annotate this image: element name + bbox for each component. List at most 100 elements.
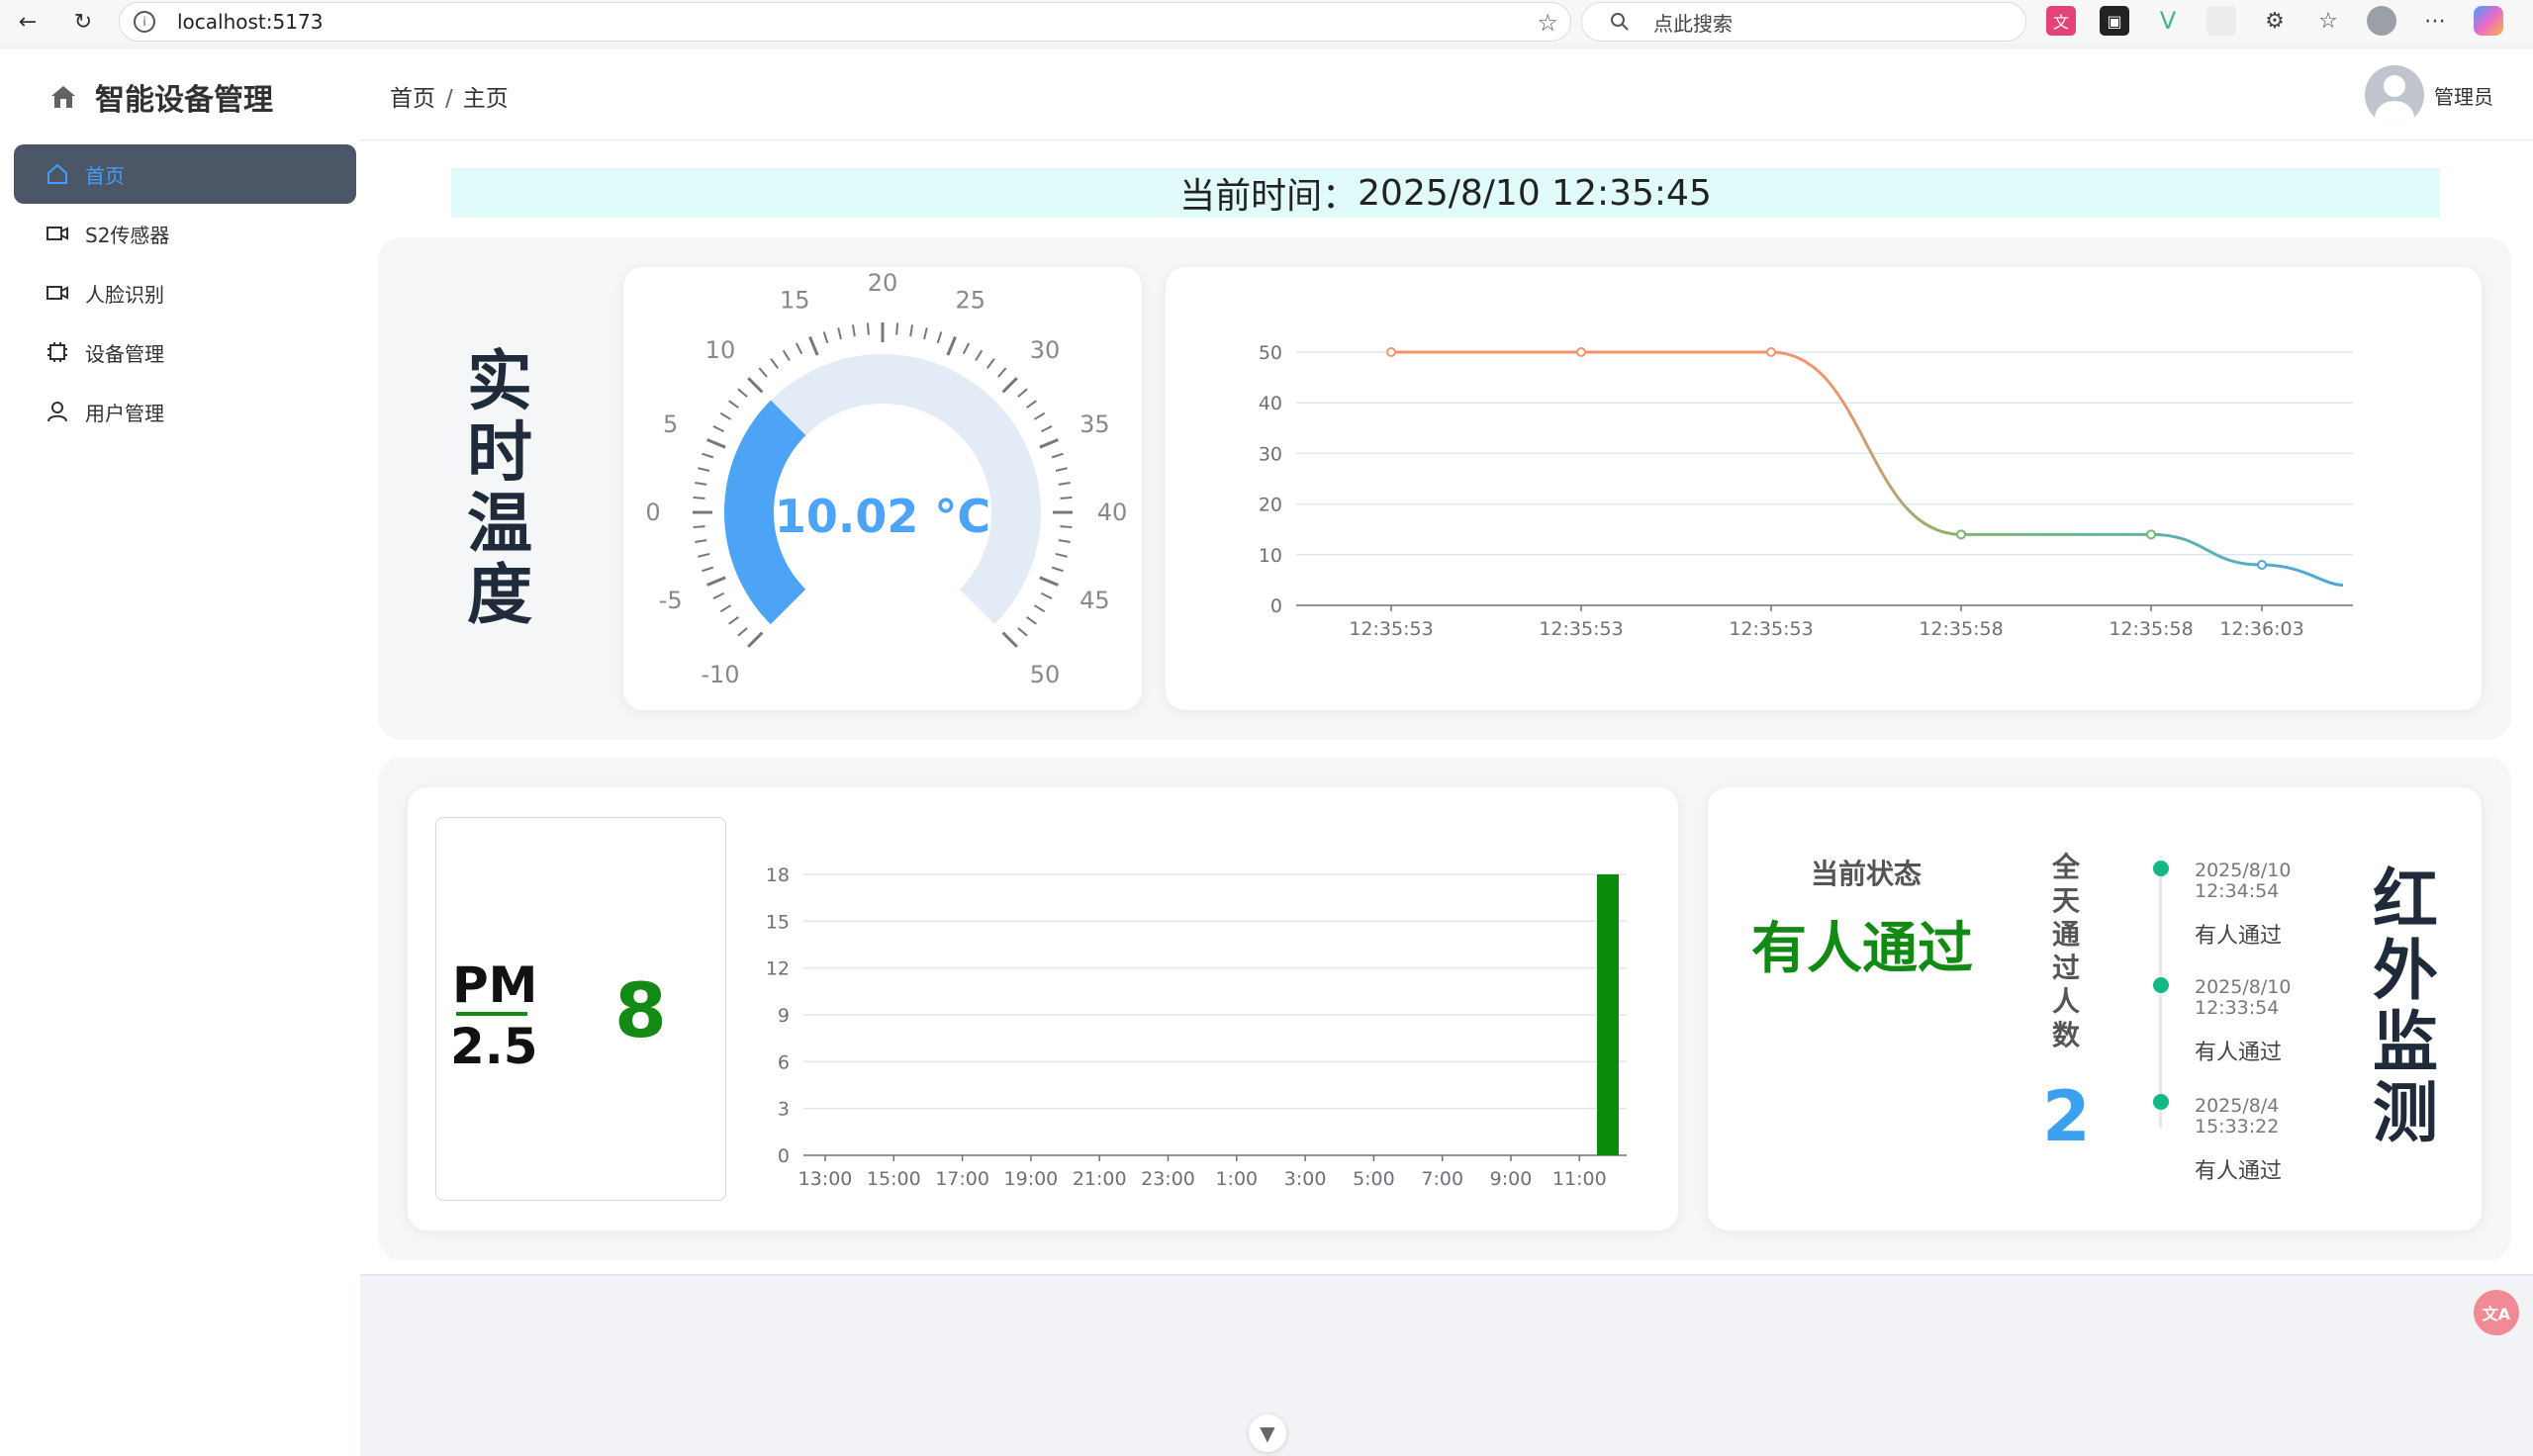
daily-count-value: 2	[2042, 1076, 2091, 1157]
scroll-down-icon[interactable]: ▼	[1249, 1414, 1286, 1452]
x-tick-label: 12:35:58	[2109, 618, 2193, 640]
bookmark-star-icon[interactable]: ☆	[1537, 9, 1558, 37]
gauge-tick	[719, 604, 732, 613]
x-tick-label: 15:00	[867, 1168, 921, 1190]
gauge-tick	[758, 367, 768, 378]
pm25-bar-chart: 0 3 6 9 12 15 18 13:00 15:00 17:00 19:00 21:00 23:00…	[766, 864, 1627, 1190]
pm25-label-bottom: 2.5	[450, 1018, 538, 1075]
breadcrumb-item-home[interactable]: 首页	[390, 86, 435, 112]
extension-icon[interactable]: ▣	[2100, 6, 2129, 36]
gauge-tick	[1033, 411, 1046, 420]
timeline-dot	[2153, 1094, 2169, 1110]
sidebar-item-user-management[interactable]: 用户管理	[0, 382, 360, 441]
gauge-tick	[719, 411, 732, 420]
url-text: localhost:5173	[177, 10, 324, 34]
current-status-label: 当前状态	[1811, 858, 1923, 890]
breadcrumb-item-current: 主页	[462, 86, 509, 112]
gauge-tick-label: 50	[1030, 661, 1061, 688]
reload-icon[interactable]: ↻	[73, 9, 93, 35]
gauge-tick-label: 35	[1079, 410, 1110, 438]
y-tick-label: 20	[1259, 495, 1282, 516]
extensions-puzzle-icon[interactable]: ⚙	[2265, 8, 2285, 34]
temperature-data-point	[1766, 347, 1776, 357]
gauge-tick-label: -5	[659, 587, 683, 614]
sidebar-item-device-management[interactable]: 设备管理	[0, 322, 360, 382]
y-tick-label: 30	[1259, 443, 1282, 465]
daily-count-label: 全天通过人数	[2051, 851, 2080, 1051]
back-icon[interactable]: ←	[18, 9, 38, 35]
y-tick-label: 3	[778, 1099, 790, 1121]
gauge-tick	[693, 496, 705, 500]
site-info-icon[interactable]: i	[134, 11, 155, 33]
timeline-text: 有人通过	[2195, 924, 2283, 949]
sidebar-item-face-recognition[interactable]: 人脸识别	[0, 263, 360, 322]
x-tick-label: 12:35:53	[1539, 618, 1623, 640]
gauge-tick	[1051, 452, 1064, 459]
gauge-tick	[1055, 467, 1068, 472]
gauge-tick	[1026, 400, 1037, 410]
avatar[interactable]	[2365, 65, 2424, 125]
gauge-tick	[747, 377, 764, 394]
gauge-tick	[1001, 377, 1018, 394]
gauge-tick	[782, 349, 791, 362]
y-tick-label: 6	[778, 1051, 790, 1073]
x-tick-label: 9:00	[1490, 1168, 1533, 1190]
sidebar-item-label: 用户管理	[85, 401, 164, 425]
user-menu[interactable]: 管理员	[2365, 65, 2493, 125]
gauge-tick	[1017, 388, 1028, 398]
gauge-tick-label: 45	[1079, 587, 1110, 614]
translate-float-icon[interactable]: 文A	[2474, 1290, 2519, 1335]
y-tick-label: 0	[778, 1145, 790, 1167]
y-tick-label: 10	[1259, 545, 1282, 567]
timeline-text: 有人通过	[2195, 1041, 2283, 1065]
infrared-card	[1708, 787, 2482, 1230]
home-logo-icon	[51, 86, 75, 108]
user-icon	[47, 402, 67, 422]
y-tick-label: 9	[778, 1005, 790, 1027]
current-status-value: 有人通过	[1751, 917, 1973, 981]
gauge-tick	[706, 438, 726, 449]
x-tick-label: 11:00	[1552, 1168, 1607, 1190]
gauge-tick-label: 30	[1030, 336, 1061, 364]
breadcrumb: 首页 / 主页	[390, 79, 509, 113]
extension-icon[interactable]	[2206, 6, 2236, 36]
gauge-tick	[795, 342, 803, 355]
vue-devtools-icon[interactable]: V	[2159, 7, 2177, 35]
temperature-series-line	[1391, 350, 2344, 588]
gauge-tick	[747, 631, 764, 648]
temperature-gauge-card: -10 -5 0 5 10 15 20 25 30 35 40 45 50 10.02 °C	[623, 267, 1142, 710]
timeline-time: 2025/8/4 15:33:22	[2195, 1095, 2280, 1138]
gauge-tick	[712, 592, 725, 600]
gauge-tick	[702, 452, 714, 459]
favorites-icon[interactable]: ☆	[2318, 8, 2338, 34]
gauge-tick	[1060, 496, 1073, 500]
gauge-tick-label: 10	[705, 336, 736, 364]
gauge-tick	[1039, 576, 1059, 587]
more-menu-icon[interactable]: ⋯	[2424, 8, 2446, 34]
gauge-tick	[866, 322, 870, 335]
y-tick-label: 50	[1259, 342, 1282, 364]
gauge-tick	[851, 324, 856, 337]
gauge-tick	[1039, 438, 1059, 449]
gauge-tick	[695, 539, 707, 544]
sidebar-item-s2-sensor[interactable]: S2传感器	[0, 204, 360, 263]
current-time-label: 当前时间：	[1179, 176, 1359, 217]
sidebar-item-home[interactable]: 首页	[14, 144, 356, 204]
gauge-tick	[923, 327, 928, 340]
timeline-dot	[2153, 861, 2169, 876]
translate-extension-icon[interactable]: 文	[2046, 6, 2076, 36]
current-time-value: 2025/8/10 12:35:45	[1358, 172, 1712, 214]
cpu-icon	[47, 342, 67, 362]
pm25-label-divider	[456, 1012, 527, 1016]
copilot-icon[interactable]	[2474, 6, 2503, 36]
browser-search-input[interactable]: 点此搜索	[1581, 2, 2026, 42]
timeline-text: 有人通过	[2195, 1159, 2283, 1184]
y-tick-label: 18	[766, 864, 790, 886]
infrared-title: 红外监测	[2373, 862, 2438, 1151]
profile-icon[interactable]	[2367, 6, 2396, 36]
pm25-value-box: PM 2.5 8	[435, 817, 726, 1201]
gauge-tick	[1033, 604, 1046, 613]
gauge-tick	[1051, 566, 1064, 573]
address-bar[interactable]: i localhost:5173 ☆	[119, 2, 1571, 42]
y-tick-label: 12	[766, 958, 790, 980]
